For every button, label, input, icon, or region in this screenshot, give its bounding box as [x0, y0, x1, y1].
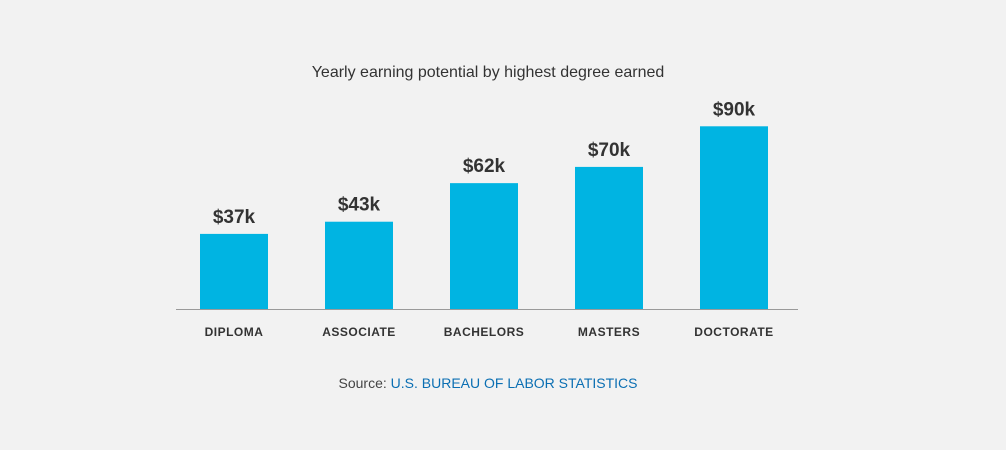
tick-label-doctorate: DOCTORATE	[694, 325, 773, 339]
tick-label-bachelors: BACHELORS	[444, 325, 525, 339]
data-label-masters: $70k	[588, 140, 631, 161]
tick-label-diploma: DIPLOMA	[205, 325, 264, 339]
tick-label-associate: ASSOCIATE	[322, 325, 396, 339]
data-label-doctorate: $90k	[713, 99, 756, 120]
source-prefix: Source:	[338, 375, 391, 391]
bar-bachelors	[450, 183, 518, 309]
bars-layer	[200, 126, 768, 309]
data-label-diploma: $37k	[213, 207, 256, 228]
labels-layer: $37k DIPLOMA $43k ASSOCIATE $62k BACHELORS $70…	[205, 99, 774, 339]
data-label-bachelors: $62k	[463, 156, 506, 177]
bar-doctorate	[700, 126, 768, 309]
tick-label-masters: MASTERS	[578, 325, 640, 339]
bar-masters	[575, 166, 643, 309]
source-link[interactable]: U.S. BUREAU OF LABOR STATISTICS	[390, 375, 638, 391]
data-label-associate: $43k	[338, 195, 381, 216]
bar-associate	[325, 221, 393, 309]
chart-title: Yearly earning potential by highest degr…	[311, 64, 665, 81]
source-line: Source: U.S. BUREAU OF LABOR STATISTICS	[0, 375, 976, 391]
bar-diploma	[200, 233, 268, 309]
